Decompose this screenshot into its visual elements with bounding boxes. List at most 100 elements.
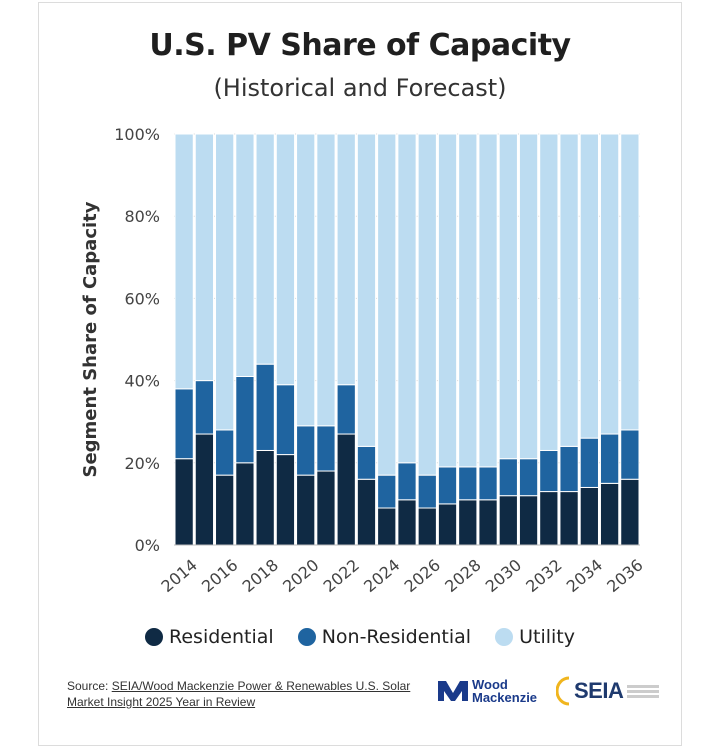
- bar-non-residential: [437, 466, 458, 505]
- y-tick-label: 80%: [124, 207, 160, 226]
- legend-swatch-non-residential: [297, 628, 316, 646]
- bar-utility: [174, 133, 194, 390]
- x-tick-label: 2026: [401, 555, 444, 596]
- legend-item-non-residential: Non-Residential: [297, 626, 472, 648]
- bar-residential: [296, 474, 316, 546]
- bar-utility: [397, 133, 417, 464]
- bar-non-residential: [296, 425, 316, 476]
- bar-residential: [397, 499, 417, 546]
- bar-non-residential: [478, 466, 498, 501]
- legend-item-residential: Residential: [145, 626, 274, 648]
- bar-utility: [458, 133, 478, 468]
- legend-swatch-utility: [495, 628, 514, 646]
- x-tick-label: 2020: [279, 555, 322, 596]
- bar-utility: [579, 133, 599, 439]
- source-note: Source: SEIA/Wood Mackenzie Power & Rene…: [67, 678, 427, 710]
- bar-residential: [599, 482, 620, 546]
- x-tick-label: 2014: [158, 555, 201, 596]
- seia-logo: SEIA: [556, 676, 660, 706]
- bar-utility: [194, 133, 215, 382]
- bar-residential: [215, 474, 235, 546]
- y-tick-label: 60%: [124, 289, 160, 308]
- x-tick-label: 2028: [441, 555, 484, 596]
- y-tick-label: 40%: [124, 372, 160, 391]
- legend-swatch-residential: [145, 628, 164, 646]
- bar-utility: [478, 133, 498, 468]
- bar-residential: [437, 503, 458, 546]
- bar-residential: [518, 495, 539, 546]
- bar-utility: [518, 133, 539, 460]
- bar-utility: [336, 133, 356, 386]
- chart-subtitle: (Historical and Forecast): [213, 74, 507, 102]
- x-tick-label: 2024: [360, 555, 403, 596]
- x-tick-label: 2016: [198, 555, 241, 596]
- x-tick-label: 2030: [482, 555, 525, 596]
- source-link[interactable]: SEIA/Wood Mackenzie Power & Renewables U…: [67, 679, 411, 709]
- bar-residential: [336, 433, 356, 546]
- bar-non-residential: [417, 474, 437, 509]
- bar-non-residential: [377, 474, 397, 509]
- x-tick-label: 2022: [320, 555, 363, 596]
- bar-utility: [235, 133, 255, 377]
- bar-non-residential: [194, 380, 215, 435]
- bar-non-residential: [275, 384, 296, 456]
- bar-residential: [498, 495, 518, 546]
- bar-utility: [437, 133, 458, 468]
- source-prefix: Source:: [67, 679, 112, 693]
- legend-item-utility: Utility: [495, 626, 575, 648]
- bar-residential: [417, 507, 437, 546]
- x-tick-label: 2018: [239, 555, 282, 596]
- bar-non-residential: [316, 425, 336, 472]
- legend-label-residential: Residential: [169, 626, 274, 648]
- seia-arc-icon: [556, 676, 570, 706]
- bar-residential: [620, 478, 640, 546]
- bar-utility: [377, 133, 397, 476]
- bar-residential: [194, 433, 215, 546]
- y-axis-label: Segment Share of Capacity: [80, 201, 101, 477]
- bar-utility: [215, 133, 235, 431]
- bar-non-residential: [620, 429, 640, 480]
- bar-residential: [275, 454, 296, 546]
- bar-residential: [478, 499, 498, 546]
- bar-residential: [356, 478, 377, 546]
- bar-non-residential: [458, 466, 478, 501]
- bar-utility: [275, 133, 296, 386]
- bar-residential: [579, 486, 599, 546]
- chart-title: U.S. PV Share of Capacity: [149, 28, 571, 63]
- bar-non-residential: [255, 363, 275, 451]
- bar-non-residential: [559, 445, 579, 493]
- bar-utility: [539, 133, 559, 451]
- bar-utility: [559, 133, 579, 447]
- bar-non-residential: [397, 462, 417, 501]
- x-tick-label: 2034: [563, 555, 606, 596]
- y-tick-label: 100%: [114, 125, 160, 144]
- bar-utility: [498, 133, 518, 460]
- bar-residential: [235, 462, 255, 546]
- bar-residential: [559, 491, 579, 546]
- wood-mackenzie-line2: Mackenzie: [472, 690, 538, 705]
- bar-residential: [255, 449, 275, 546]
- bar-utility: [417, 133, 437, 476]
- bar-residential: [316, 470, 336, 546]
- bar-residential: [458, 499, 478, 546]
- legend-label-utility: Utility: [519, 626, 575, 648]
- seia-tagline: [627, 683, 660, 700]
- x-tick-label: 2032: [522, 555, 565, 596]
- bar-non-residential: [539, 449, 559, 493]
- bar-non-residential: [174, 388, 194, 460]
- bar-non-residential: [498, 458, 518, 497]
- bar-non-residential: [579, 437, 599, 488]
- legend: Residential Non-Residential Utility: [0, 626, 720, 648]
- bar-residential: [377, 507, 397, 546]
- wood-mackenzie-mark-icon: [438, 681, 468, 701]
- bar-non-residential: [215, 429, 235, 476]
- wood-mackenzie-line1: Wood: [472, 677, 508, 692]
- legend-label-non-residential: Non-Residential: [321, 626, 472, 648]
- bar-non-residential: [336, 384, 356, 435]
- bar-utility: [316, 133, 336, 427]
- bar-non-residential: [356, 445, 377, 480]
- bar-utility: [356, 133, 377, 447]
- bar-non-residential: [518, 458, 539, 497]
- bar-residential: [539, 491, 559, 546]
